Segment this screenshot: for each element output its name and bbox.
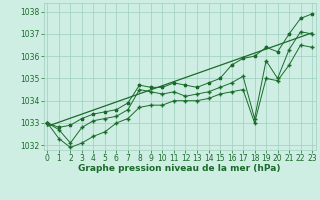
X-axis label: Graphe pression niveau de la mer (hPa): Graphe pression niveau de la mer (hPa) [78, 164, 281, 173]
